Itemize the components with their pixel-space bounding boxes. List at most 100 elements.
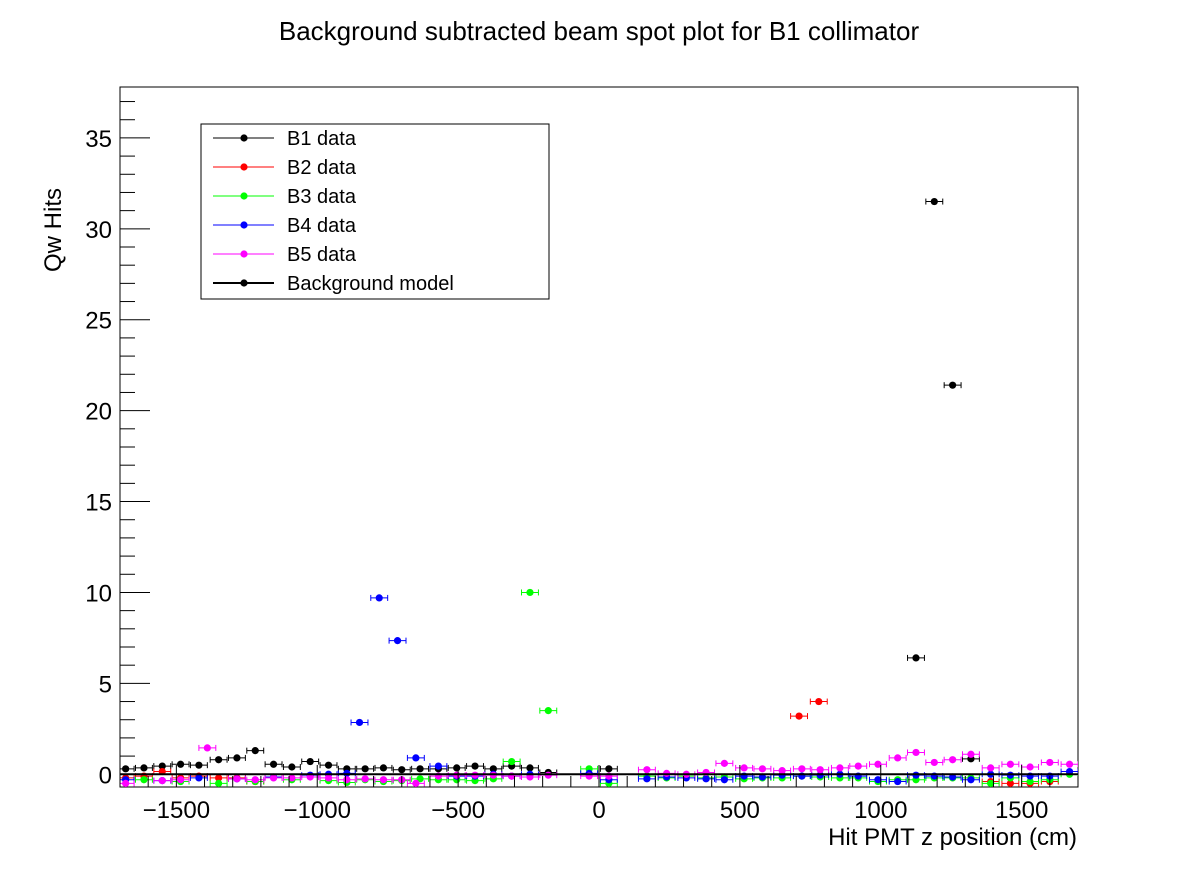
data-point	[930, 197, 938, 206]
data-point	[471, 762, 479, 770]
data-point	[251, 747, 259, 755]
data-point	[1026, 777, 1034, 786]
data-point	[233, 754, 241, 762]
data-point	[508, 757, 516, 766]
data-point	[1065, 760, 1074, 768]
legend-item: Background model	[213, 273, 454, 295]
data-point	[967, 750, 975, 758]
data-point	[758, 765, 767, 773]
data-point	[815, 697, 823, 706]
chart-title: Background subtracted beam spot plot for…	[279, 16, 920, 46]
data-point	[795, 712, 803, 720]
data-point	[1046, 758, 1054, 767]
data-point	[375, 594, 383, 602]
data-point	[816, 766, 824, 774]
x-tick-label: 0	[592, 797, 605, 824]
data-point	[894, 777, 902, 786]
legend-label: B4 data	[287, 215, 357, 237]
x-tick-label: −1500	[143, 797, 210, 824]
data-point	[702, 775, 710, 783]
legend-swatch-marker	[240, 163, 248, 171]
data-point	[1006, 779, 1014, 787]
data-point	[874, 760, 882, 768]
data-point	[874, 776, 882, 784]
data-point	[140, 776, 148, 784]
y-axis-label: Qw Hits	[40, 188, 67, 272]
data-point	[720, 776, 728, 784]
data-point	[544, 707, 552, 715]
data-point	[854, 762, 862, 770]
data-point	[215, 756, 223, 764]
legend-swatch-marker	[240, 134, 248, 142]
data-point	[122, 779, 130, 787]
data-point	[195, 774, 203, 782]
data-point	[434, 762, 442, 770]
y-tick-label: 35	[85, 126, 112, 153]
legend-label: Background model	[287, 273, 454, 295]
legend-box	[200, 123, 550, 300]
data-point	[416, 775, 424, 783]
data-point	[912, 748, 920, 757]
data-point	[526, 588, 534, 597]
legend-label: B1 data	[287, 128, 357, 150]
data-point	[798, 765, 806, 773]
data-point	[930, 758, 938, 767]
data-point	[836, 764, 844, 772]
data-point	[215, 774, 223, 782]
chart-marks	[120, 197, 1078, 787]
data-point	[288, 774, 296, 782]
data-point	[140, 764, 148, 772]
data-point	[158, 762, 166, 770]
data-point	[176, 776, 185, 784]
x-tick-label: 1500	[995, 797, 1048, 824]
data-point	[288, 763, 296, 771]
data-point	[412, 754, 420, 762]
legend-item: B2 data	[213, 157, 357, 179]
x-tick-label: 500	[720, 797, 760, 824]
data-point	[158, 777, 166, 785]
data-point	[912, 654, 920, 662]
data-point	[412, 779, 420, 787]
data-point	[203, 744, 211, 752]
data-point	[987, 764, 995, 772]
x-axis-label: Hit PMT z position (cm)	[828, 824, 1077, 851]
data-point	[740, 764, 748, 772]
x-tick-label: −1000	[284, 797, 351, 824]
data-point	[306, 757, 314, 766]
data-point	[195, 761, 203, 769]
series-b4-data	[120, 594, 1078, 786]
data-point	[1006, 760, 1014, 768]
x-tick-label: 1000	[854, 797, 907, 824]
data-point	[324, 774, 333, 782]
legend-label: B2 data	[287, 157, 357, 179]
legend-item: B1 data	[213, 128, 357, 150]
y-tick-label: 20	[85, 399, 112, 426]
legend-item: B4 data	[213, 215, 357, 237]
legend-item: B3 data	[213, 186, 357, 208]
data-point	[453, 764, 461, 772]
data-point	[526, 764, 534, 772]
y-tick-label: 5	[99, 671, 112, 698]
data-point	[251, 776, 259, 784]
data-point	[720, 759, 728, 767]
data-point	[176, 760, 185, 768]
data-point	[361, 765, 369, 773]
y-tick-label: 30	[85, 217, 112, 244]
data-point	[416, 765, 424, 773]
legend-label: B3 data	[287, 186, 357, 208]
data-point	[269, 760, 278, 768]
legend-label: B5 data	[287, 244, 357, 266]
y-tick-label: 25	[85, 308, 112, 335]
data-point	[949, 381, 957, 389]
chart-axes: −1500 −1000 −500 0 500 1000 1500 0 5 10 15 20 25 30 35	[85, 101, 1079, 824]
data-point	[1026, 763, 1034, 771]
data-point	[894, 754, 902, 762]
data-point	[778, 767, 786, 775]
data-point	[987, 779, 995, 787]
data-point	[605, 765, 613, 773]
x-tick-label: −500	[431, 797, 485, 824]
data-point	[269, 774, 278, 782]
series-b3-data	[134, 588, 1078, 787]
data-point	[393, 637, 402, 645]
